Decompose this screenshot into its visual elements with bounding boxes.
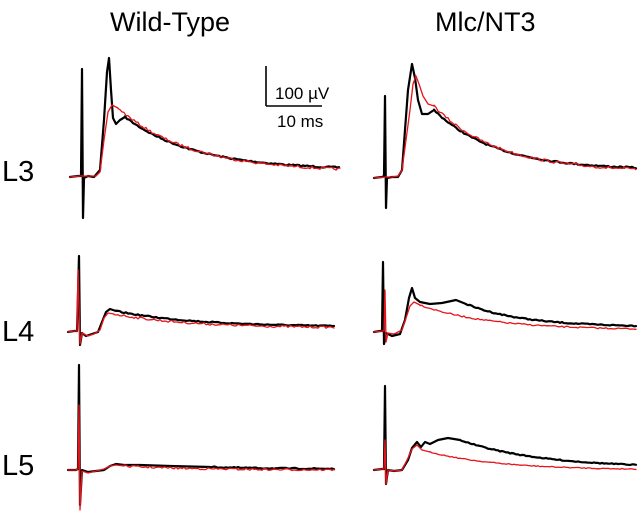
row-label-l4: L4 <box>2 316 34 348</box>
trace-red-wild-type-l3 <box>69 104 341 178</box>
trace-black-wild-type-l4 <box>66 254 336 347</box>
scale-bar-time-label: 10 ms <box>277 112 323 131</box>
trace-red-mlc-nt3-l5 <box>373 439 637 485</box>
scale-bar: 100 µV 10 ms <box>265 66 330 131</box>
traces-mlc-nt3-l4 <box>372 260 638 346</box>
traces-mlc-nt3-l5 <box>372 384 638 486</box>
trace-black-wild-type-l5 <box>66 363 336 507</box>
trace-red-wild-type-l4 <box>67 269 335 345</box>
traces-wild-type-l3 <box>68 56 341 220</box>
scale-bar-amplitude-label: 100 µV <box>275 84 330 103</box>
column-title-mlc-nt3: Mlc/NT3 <box>435 7 536 37</box>
row-label-l3: L3 <box>2 156 34 188</box>
trace-black-mlc-nt3-l5 <box>372 384 638 486</box>
column-title-wild-type: Wild-Type <box>110 7 230 37</box>
row-label-l5: L5 <box>2 450 34 482</box>
traces-wild-type-l4 <box>66 254 336 347</box>
trace-red-wild-type-l5 <box>67 404 335 511</box>
traces-mlc-nt3-l3 <box>372 62 638 210</box>
trace-red-mlc-nt3-l3 <box>373 75 637 179</box>
traces-wild-type-l5 <box>66 363 336 511</box>
trace-black-mlc-nt3-l4 <box>372 260 638 346</box>
trace-black-wild-type-l3 <box>68 56 341 220</box>
trace-red-mlc-nt3-l4 <box>373 289 637 343</box>
